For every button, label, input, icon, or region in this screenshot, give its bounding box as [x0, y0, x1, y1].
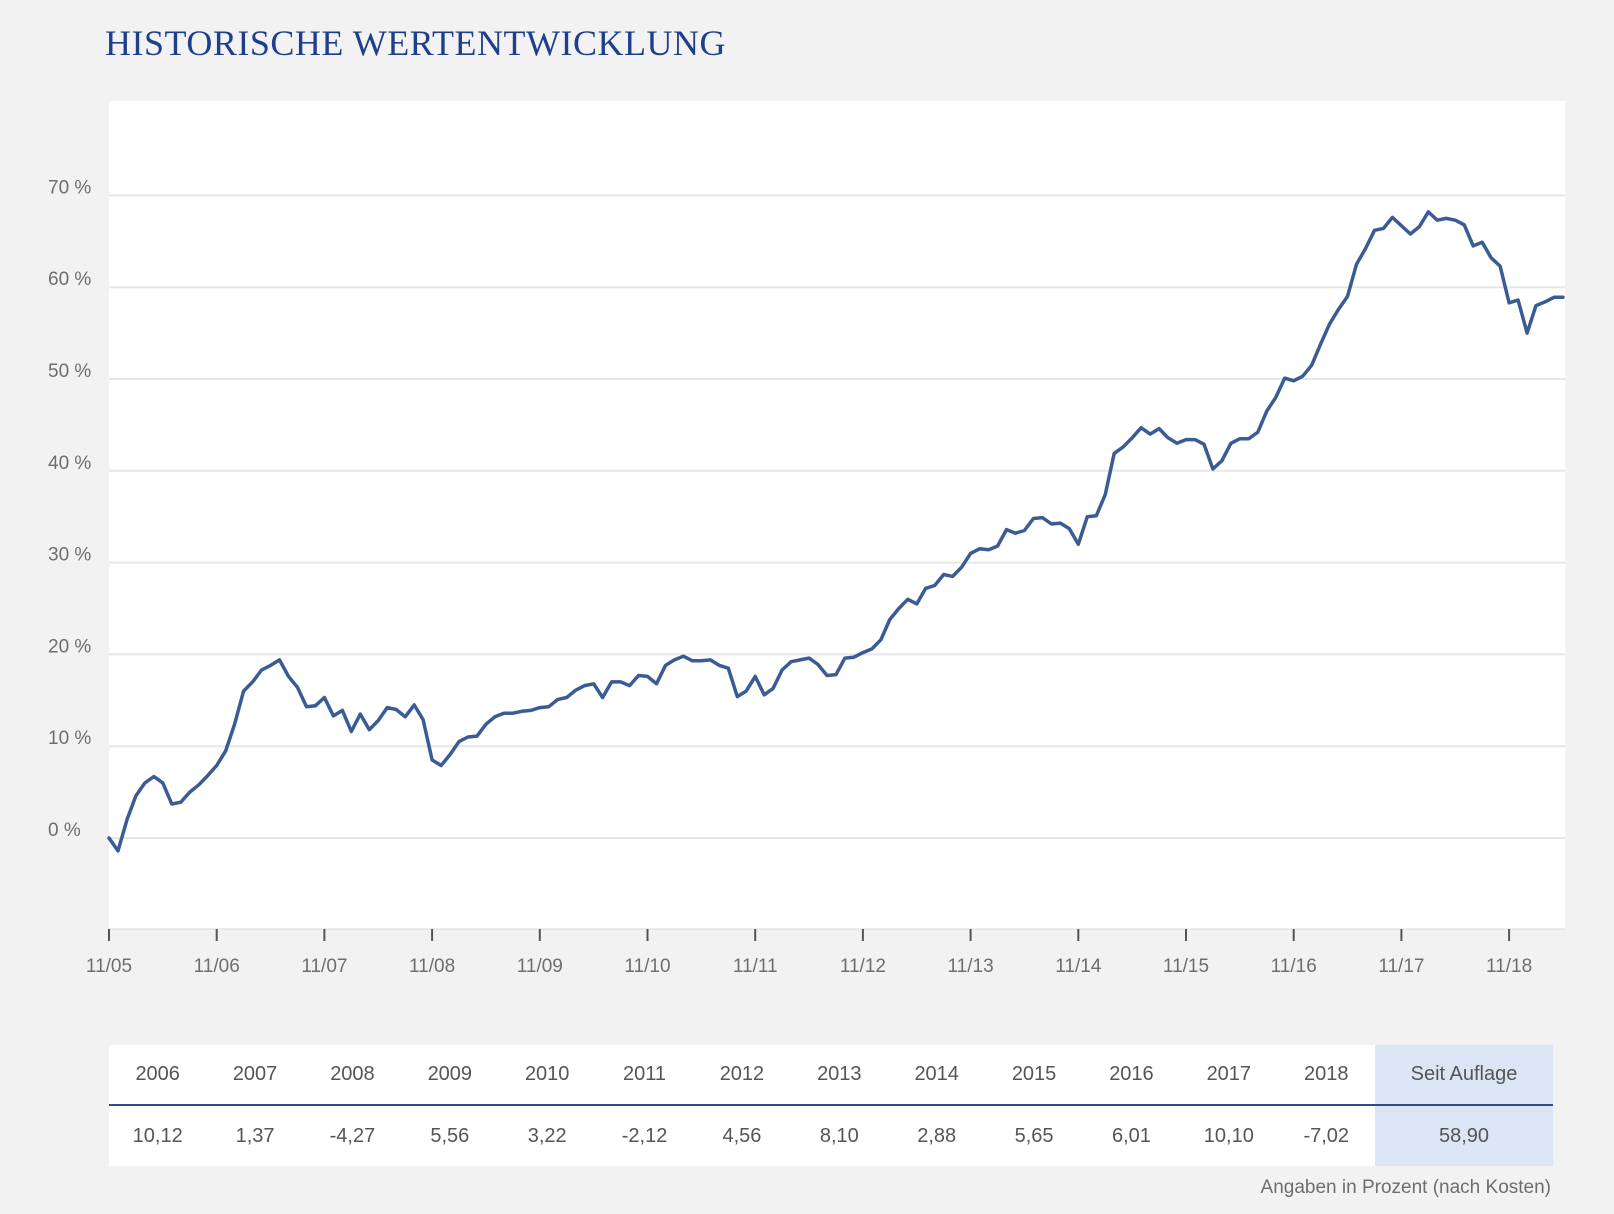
x-tick-label: 11/16 — [1271, 956, 1317, 977]
header-since-inception: Seit Auflage — [1375, 1045, 1553, 1106]
x-tick-label: 11/15 — [1163, 956, 1209, 977]
x-tick-label: 11/09 — [517, 956, 563, 977]
header-year: 2018 — [1277, 1045, 1375, 1106]
performance-chart: 0 % 10 % 20 % 30 % 40 % 50 % 60 % 70 % 11/05 11/0… — [48, 101, 1565, 977]
footnote: Angaben in Prozent (nach Kosten) — [1260, 1177, 1551, 1198]
y-tick-label: 10 % — [48, 728, 91, 749]
header-year: 2010 — [498, 1045, 596, 1106]
y-tick-label: 50 % — [48, 361, 91, 382]
value-year: 5,65 — [1014, 1124, 1054, 1147]
header-year: 2013 — [790, 1045, 888, 1106]
x-tick-label: 11/06 — [194, 956, 240, 977]
value-year: 8,10 — [819, 1124, 859, 1147]
header-year: 2012 — [693, 1045, 791, 1106]
header-year: 2007 — [206, 1045, 304, 1106]
header-year: 2008 — [303, 1045, 402, 1106]
x-tick-label: 11/11 — [733, 956, 778, 977]
y-tick-label: 70 % — [48, 177, 91, 198]
x-tick-label: 11/07 — [301, 956, 347, 977]
table-header-row: 2006 2007 2008 2009 2010 2011 2012 2013 2014 2015… — [109, 1045, 1553, 1106]
value-year: 3,22 — [527, 1124, 567, 1147]
x-tick-label: 11/18 — [1486, 956, 1532, 977]
x-tick-label: 11/05 — [86, 956, 132, 977]
x-tick-label: 11/08 — [409, 956, 455, 977]
value-year: 4,56 — [722, 1124, 762, 1147]
table-row: 10,12 1,37 -4,27 5,56 3,22 -2,12 4,56 8,10 2,88 5… — [109, 1105, 1553, 1166]
y-tick-label: 20 % — [48, 636, 91, 657]
header-year: 2015 — [985, 1045, 1083, 1106]
x-tick-label: 11/13 — [948, 956, 994, 977]
header-year: 2017 — [1180, 1045, 1278, 1106]
y-tick-label: 60 % — [48, 269, 91, 290]
x-tick-label: 11/12 — [840, 956, 886, 977]
plot-area — [109, 101, 1565, 929]
value-year: 5,56 — [430, 1124, 470, 1147]
header-year: 2014 — [888, 1045, 986, 1106]
page-title: HISTORISCHE WERTENTWICKLUNG — [105, 23, 726, 63]
value-year: -7,02 — [1303, 1124, 1350, 1147]
value-year: 6,01 — [1111, 1124, 1151, 1147]
value-year: 1,37 — [235, 1124, 275, 1147]
y-tick-label: 30 % — [48, 545, 91, 566]
axis-labels: 0 % 10 % 20 % 30 % 40 % 50 % 60 % 70 % 11/05 11/0… — [48, 177, 1532, 977]
value-year: 10,12 — [132, 1124, 183, 1147]
performance-line — [107, 210, 1565, 853]
grid-lines — [109, 194, 1565, 839]
y-tick-label: 40 % — [48, 453, 91, 474]
value-year: 2,88 — [917, 1124, 957, 1147]
header-year: 2011 — [595, 1045, 694, 1106]
header-year: 2006 — [109, 1045, 207, 1106]
x-tick-label: 11/10 — [624, 956, 670, 977]
x-tick-label: 11/17 — [1378, 956, 1424, 977]
x-axis — [108, 928, 1565, 941]
header-year: 2009 — [401, 1045, 499, 1106]
annual-returns-table: 2006 2007 2008 2009 2010 2011 2012 2013 2014 2015… — [109, 1045, 1553, 1166]
header-year: 2016 — [1082, 1045, 1181, 1106]
y-tick-label: 0 % — [48, 820, 81, 841]
x-tick-label: 11/14 — [1055, 956, 1102, 977]
value-year: -2,12 — [621, 1124, 668, 1147]
value-year: -4,27 — [329, 1124, 376, 1147]
value-year: 10,10 — [1203, 1124, 1254, 1147]
value-since-inception: 58,90 — [1375, 1105, 1553, 1166]
